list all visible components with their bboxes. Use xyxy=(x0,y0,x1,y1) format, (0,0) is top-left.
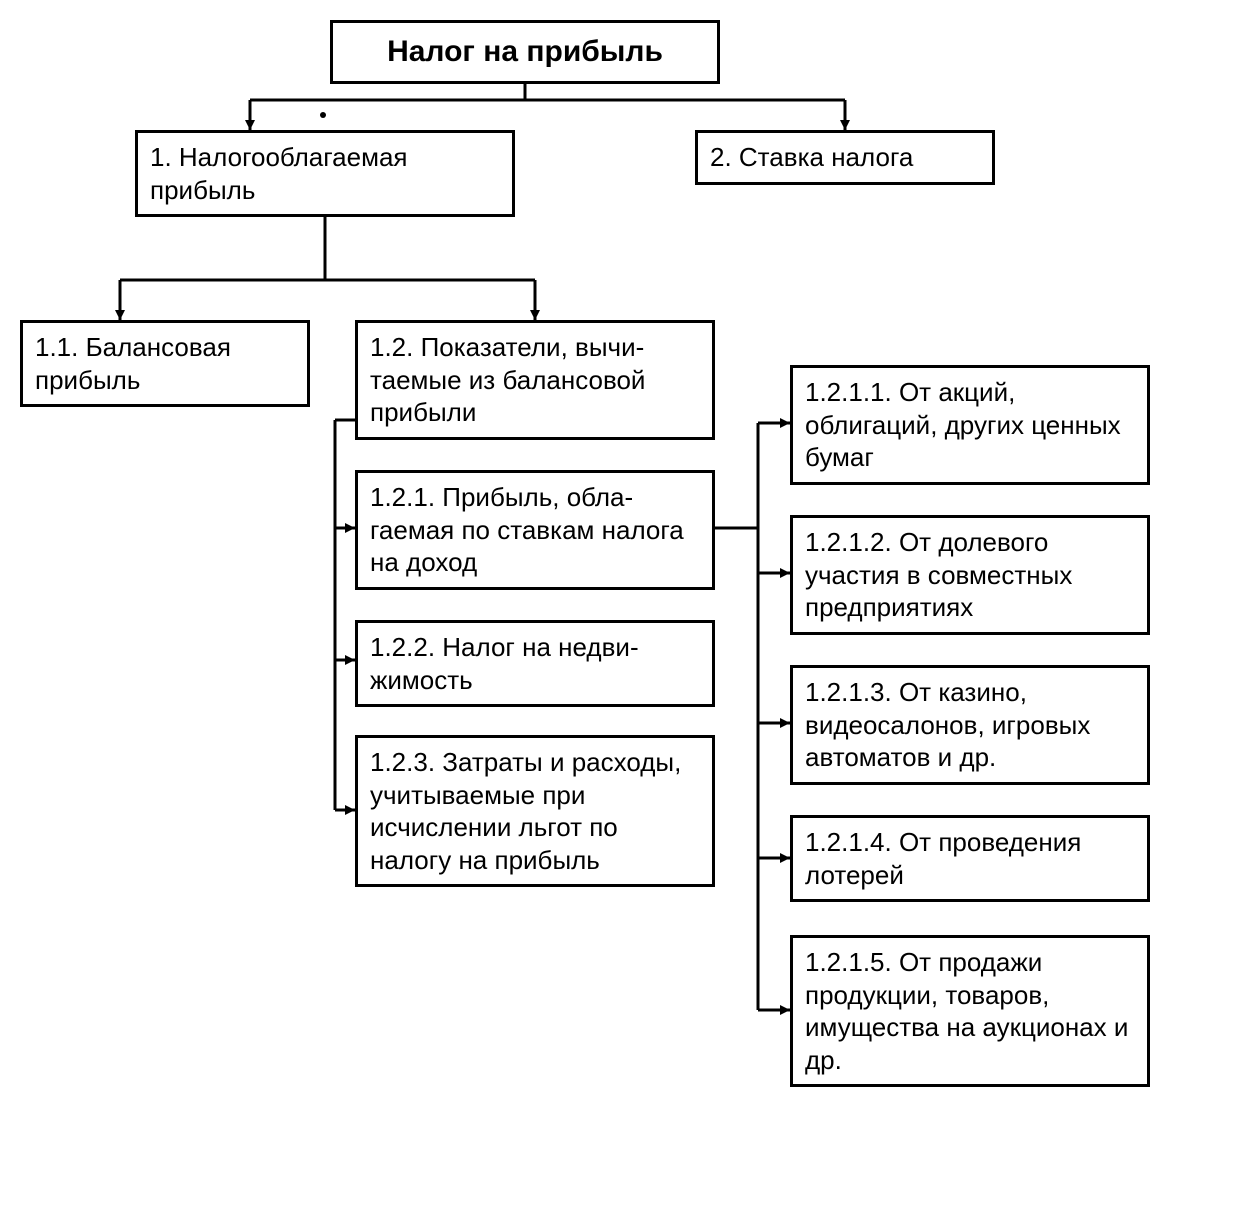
stray-dot xyxy=(320,112,326,118)
node-1-2-label: 1.2. Показатели, вычи­таемые из балан­со… xyxy=(370,332,645,427)
node-1-label: 1. Налогооблагаемая прибыль xyxy=(150,142,408,205)
node-1-2-1-1-label: 1.2.1.1. От акций, облигаций, других цен… xyxy=(805,377,1121,472)
node-2: 2. Ставка налога xyxy=(695,130,995,185)
diagram-container: Налог на прибыль 1. Налогооблагаемая при… xyxy=(0,0,1234,1205)
node-1-2-2: 1.2.2. Налог на недви­жимость xyxy=(355,620,715,707)
node-1-2-1-label: 1.2.1. Прибыль, обла­гаемая по ставкам н… xyxy=(370,482,684,577)
node-1-2-1-3-label: 1.2.1.3. От казино, видеосалонов, игро­в… xyxy=(805,677,1090,772)
node-1-2-1-5-label: 1.2.1.5. От продажи продукции, товаров, … xyxy=(805,947,1128,1075)
node-root-label: Налог на прибыль xyxy=(387,35,663,68)
node-1-2-1: 1.2.1. Прибыль, обла­гаемая по ставкам н… xyxy=(355,470,715,590)
node-1: 1. Налогооблагаемая прибыль xyxy=(135,130,515,217)
node-root: Налог на прибыль xyxy=(330,20,720,84)
node-1-2-1-3: 1.2.1.3. От казино, видеосалонов, игро­в… xyxy=(790,665,1150,785)
node-1-2-3: 1.2.3. Затраты и рас­ходы, учитываемые п… xyxy=(355,735,715,887)
node-1-2-1-1: 1.2.1.1. От акций, облигаций, других цен… xyxy=(790,365,1150,485)
node-1-2-1-2: 1.2.1.2. От долевого участия в совмест­н… xyxy=(790,515,1150,635)
node-1-2-1-2-label: 1.2.1.2. От долевого участия в совмест­н… xyxy=(805,527,1072,622)
node-2-label: 2. Ставка налога xyxy=(710,142,913,172)
node-1-1-label: 1.1. Балансовая прибыль xyxy=(35,332,231,395)
node-1-2-1-4-label: 1.2.1.4. От проведе­ния лотерей xyxy=(805,827,1081,890)
node-1-2-3-label: 1.2.3. Затраты и рас­ходы, учитываемые п… xyxy=(370,747,681,875)
node-1-2: 1.2. Показатели, вычи­таемые из балан­со… xyxy=(355,320,715,440)
node-1-1: 1.1. Балансовая прибыль xyxy=(20,320,310,407)
node-1-2-2-label: 1.2.2. Налог на недви­жимость xyxy=(370,632,639,695)
node-1-2-1-4: 1.2.1.4. От проведе­ния лотерей xyxy=(790,815,1150,902)
node-1-2-1-5: 1.2.1.5. От продажи продукции, товаров, … xyxy=(790,935,1150,1087)
